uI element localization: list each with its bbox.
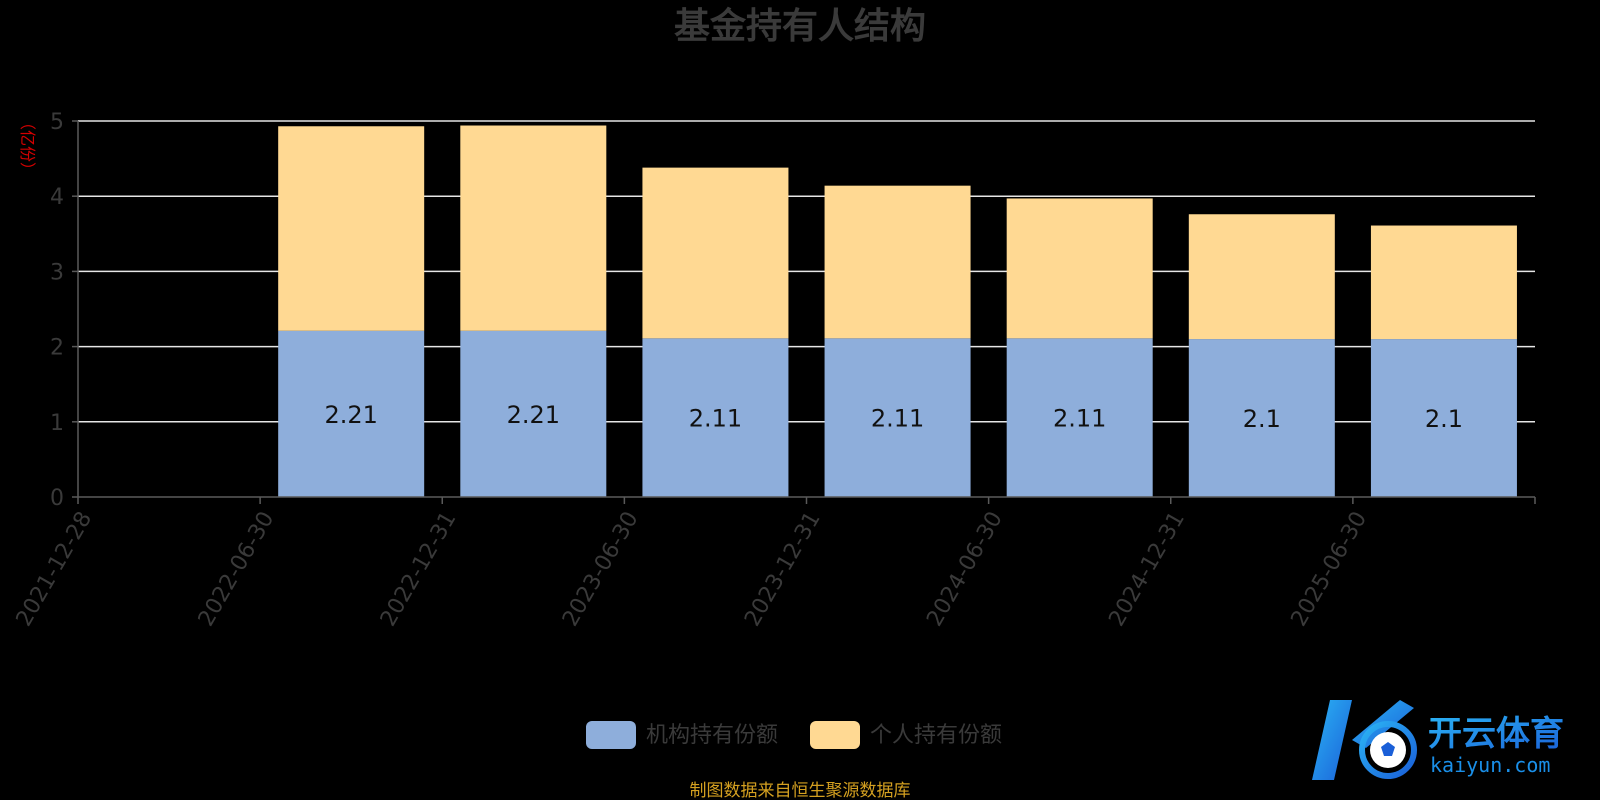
data-source-note: 制图数据来自恒生聚源数据库 [690, 781, 911, 800]
bar-value-label: 2.11 [871, 405, 924, 433]
data-labels: 2.21 2.21 2.11 2.11 2.11 2.1 2.1 [324, 401, 1463, 433]
bar-individual[interactable] [1006, 198, 1153, 339]
soccer-ball-patch-icon [1381, 742, 1395, 756]
kaiyun-watermark-logo: 开云体育 kaiyun.com [1312, 700, 1564, 780]
bar-institutional[interactable] [1006, 338, 1153, 497]
legend-label-individual[interactable]: 个人持有份额 [870, 723, 1002, 748]
y-tick-label: 4 [50, 185, 64, 210]
x-tick-label: 2024-06-30 [922, 508, 1008, 631]
legend-swatch-individual[interactable] [810, 721, 860, 749]
legend-swatch-institutional[interactable] [586, 721, 636, 749]
legend-label-institutional[interactable]: 机构持有份额 [646, 723, 778, 748]
x-tick-label: 2022-12-31 [376, 508, 462, 631]
y-axis-unit: （亿份） [18, 114, 37, 178]
bar-institutional[interactable] [824, 338, 971, 497]
bar-individual[interactable] [278, 126, 425, 331]
bar-value-label: 2.1 [1425, 405, 1463, 433]
logo-ring-icon [1359, 721, 1417, 779]
y-tick-label: 5 [50, 110, 64, 135]
bar-individual[interactable] [642, 167, 789, 339]
bars [278, 125, 1517, 497]
y-tick-label: 1 [50, 411, 64, 436]
bar-value-label: 2.11 [1053, 405, 1106, 433]
bar-institutional[interactable] [642, 338, 789, 497]
x-tick-label: 2025-06-30 [1287, 508, 1373, 631]
bar-institutional[interactable] [278, 330, 425, 497]
watermark-cn: 开云体育 [1428, 714, 1564, 754]
bar-institutional[interactable] [460, 330, 607, 497]
y-tick-label: 3 [50, 260, 64, 285]
bar-institutional[interactable] [1370, 339, 1517, 497]
y-tick-label: 2 [50, 336, 64, 361]
legend: 机构持有份额 个人持有份额 [586, 721, 1002, 749]
bar-institutional[interactable] [1188, 339, 1335, 497]
bar-value-label: 2.21 [507, 401, 560, 429]
x-tick-label: 2023-12-31 [740, 508, 826, 631]
bar-value-label: 2.21 [324, 401, 377, 429]
x-tick-label: 2023-06-30 [558, 508, 644, 631]
x-tick-label: 2024-12-31 [1104, 508, 1190, 631]
bar-individual[interactable] [824, 185, 971, 339]
x-tick-label: 2021-12-28 [12, 508, 98, 631]
bar-value-label: 2.11 [689, 405, 742, 433]
bar-individual[interactable] [460, 125, 607, 331]
bar-value-label: 2.1 [1243, 405, 1281, 433]
logo-k-stem-icon [1312, 700, 1352, 780]
bar-individual[interactable] [1370, 225, 1517, 340]
y-tick-label: 0 [50, 486, 64, 511]
x-tick-label: 2022-06-30 [194, 508, 280, 631]
bar-individual[interactable] [1188, 214, 1335, 340]
watermark-en: kaiyun.com [1430, 753, 1550, 777]
chart-title: 基金持有人结构 [674, 5, 926, 47]
